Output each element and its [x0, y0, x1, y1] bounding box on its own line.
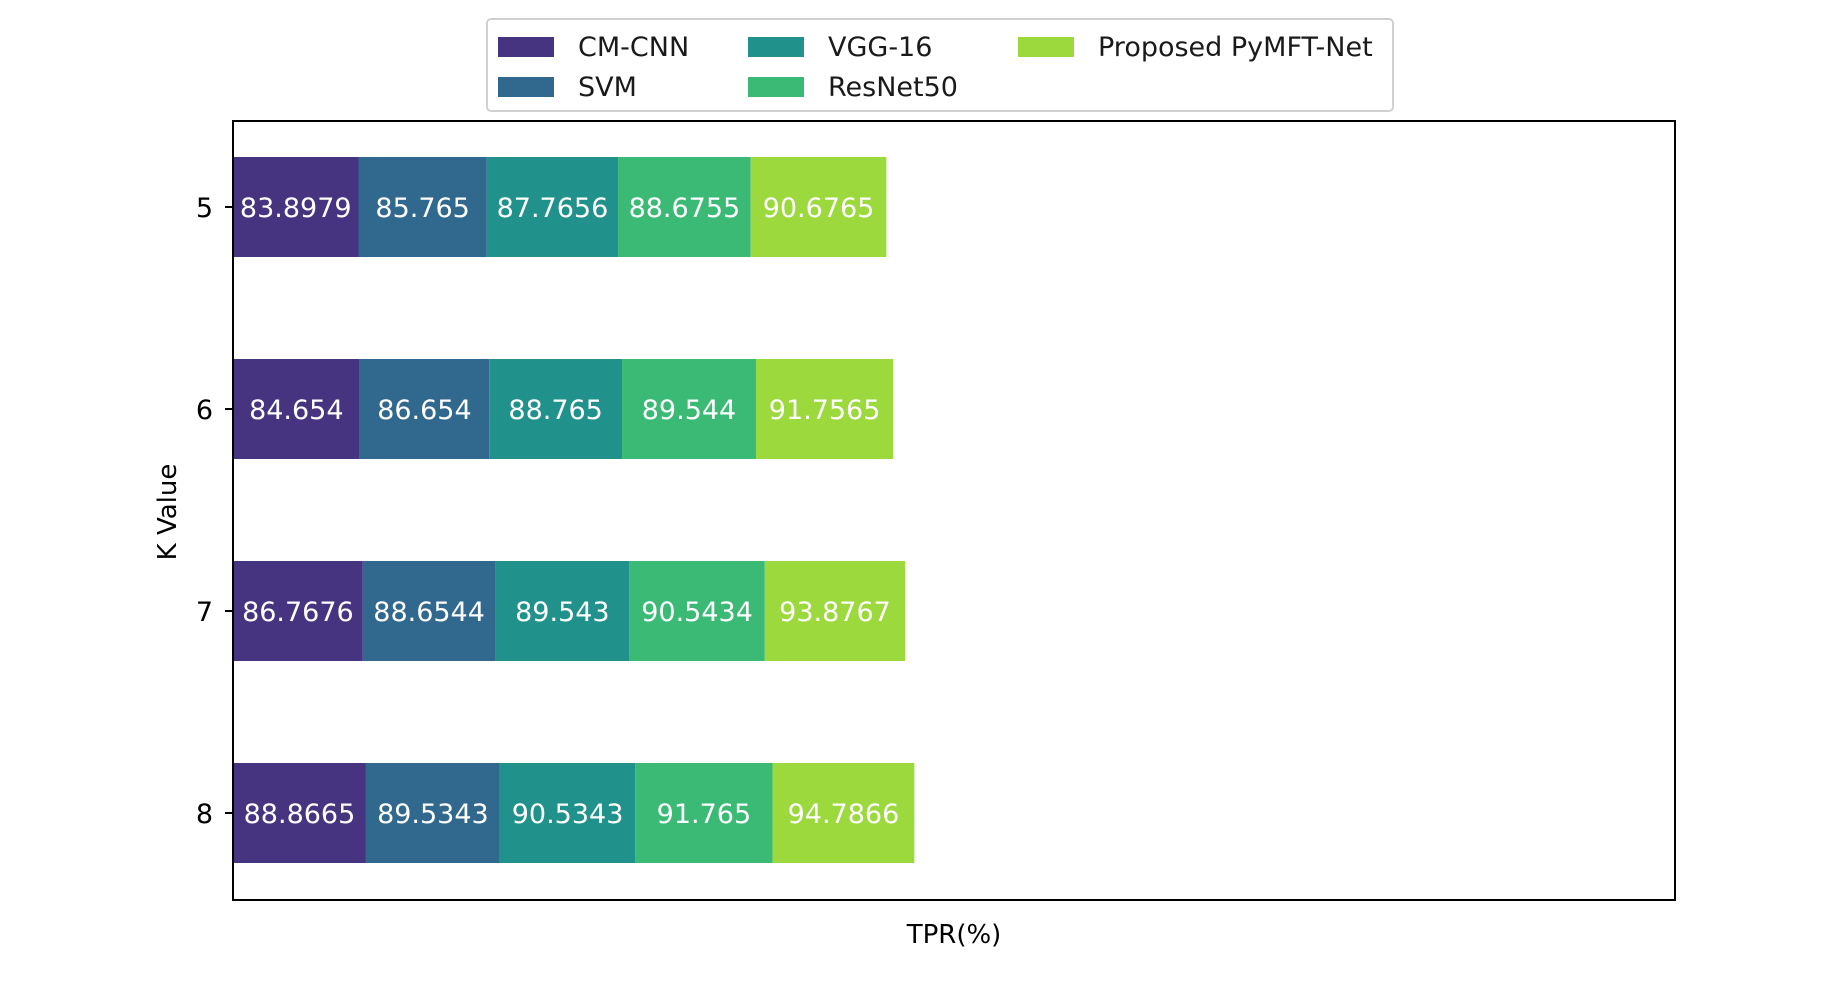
bar-vgg-16-k8 — [499, 763, 636, 863]
bar-cm-cnn-k8 — [233, 763, 366, 863]
y-tick-label: 5 — [196, 193, 213, 224]
bar-value-label: 90.6765 — [763, 193, 875, 224]
bar-value-label: 91.765 — [657, 799, 751, 830]
y-axis: 5 6 7 8 — [196, 193, 233, 830]
legend-swatch-cm-cnn — [498, 37, 554, 57]
bar-svm-k7 — [362, 561, 496, 661]
legend-swatch-svm — [498, 77, 554, 97]
bar-value-label: 87.7656 — [497, 193, 609, 224]
legend-swatch-vgg16 — [748, 37, 804, 57]
legend-swatch-resnet50 — [748, 77, 804, 97]
bar-vgg-16-k6 — [489, 359, 623, 459]
legend-swatch-pymft-net — [1018, 37, 1074, 57]
bar-vgg-16-k7 — [495, 561, 630, 661]
bar-resnet50-k5 — [618, 157, 751, 257]
bar-value-label: 86.654 — [377, 395, 471, 426]
legend-item-pymft-net: Proposed PyMFT-Net — [1018, 31, 1373, 63]
legend-label-vgg16: VGG-16 — [828, 31, 933, 63]
bar-value-label: 88.765 — [508, 395, 602, 426]
bar-cm-cnn-k5 — [233, 157, 359, 257]
y-tick-label: 7 — [196, 597, 213, 628]
legend-item-svm: SVM — [498, 71, 637, 103]
x-axis-label: TPR(%) — [906, 920, 1002, 950]
y-tick-label: 8 — [196, 799, 213, 830]
bar-labels-layer: 83.8979 85.765 87.7656 88.6755 90.6765 84.654… — [240, 193, 899, 830]
bar-value-label: 90.5434 — [641, 597, 753, 628]
bar-resnet50-k6 — [622, 359, 756, 459]
legend-item-resnet50: ResNet50 — [748, 71, 958, 103]
bar-value-label: 88.8665 — [244, 799, 356, 830]
bar-proposed-pymft-net-k6 — [755, 359, 894, 459]
y-tick-label: 6 — [196, 395, 213, 426]
bar-proposed-pymft-net-k5 — [750, 157, 887, 257]
bar-value-label: 88.6544 — [373, 597, 485, 628]
legend-item-vgg16: VGG-16 — [748, 31, 933, 63]
legend-label-resnet50: ResNet50 — [828, 71, 958, 103]
bars-layer — [233, 157, 915, 863]
bar-cm-cnn-k6 — [233, 359, 360, 459]
legend-label-cm-cnn: CM-CNN — [578, 31, 690, 63]
bar-svm-k6 — [359, 359, 490, 459]
bar-value-label: 83.8979 — [240, 193, 352, 224]
bar-cm-cnn-k7 — [233, 561, 363, 661]
bar-value-label: 89.543 — [515, 597, 609, 628]
plot-frame — [232, 120, 1676, 901]
legend: CM-CNN SVM VGG-16 ResNet50 Proposed PyMF… — [486, 18, 1394, 112]
bar-resnet50-k7 — [629, 561, 765, 661]
bar-vgg-16-k5 — [486, 157, 619, 257]
legend-label-pymft-net: Proposed PyMFT-Net — [1098, 31, 1373, 63]
legend-item-cm-cnn: CM-CNN — [498, 31, 690, 63]
bar-value-label: 88.6755 — [629, 193, 741, 224]
bar-value-label: 89.544 — [642, 395, 736, 426]
bar-value-label: 93.8767 — [779, 597, 891, 628]
legend-label-svm: SVM — [578, 71, 637, 103]
bar-value-label: 85.765 — [375, 193, 469, 224]
bar-value-label: 91.7565 — [769, 395, 881, 426]
bar-svm-k5 — [358, 157, 487, 257]
bar-proposed-pymft-net-k8 — [772, 763, 915, 863]
y-axis-label: K Value — [153, 464, 183, 561]
bar-value-label: 84.654 — [249, 395, 343, 426]
bar-proposed-pymft-net-k7 — [764, 561, 906, 661]
bar-svm-k8 — [365, 763, 500, 863]
bar-value-label: 90.5343 — [512, 799, 624, 830]
bar-value-label: 94.7866 — [788, 799, 900, 830]
bar-resnet50-k8 — [635, 763, 773, 863]
bar-value-label: 89.5343 — [377, 799, 489, 830]
bar-value-label: 86.7676 — [242, 597, 354, 628]
